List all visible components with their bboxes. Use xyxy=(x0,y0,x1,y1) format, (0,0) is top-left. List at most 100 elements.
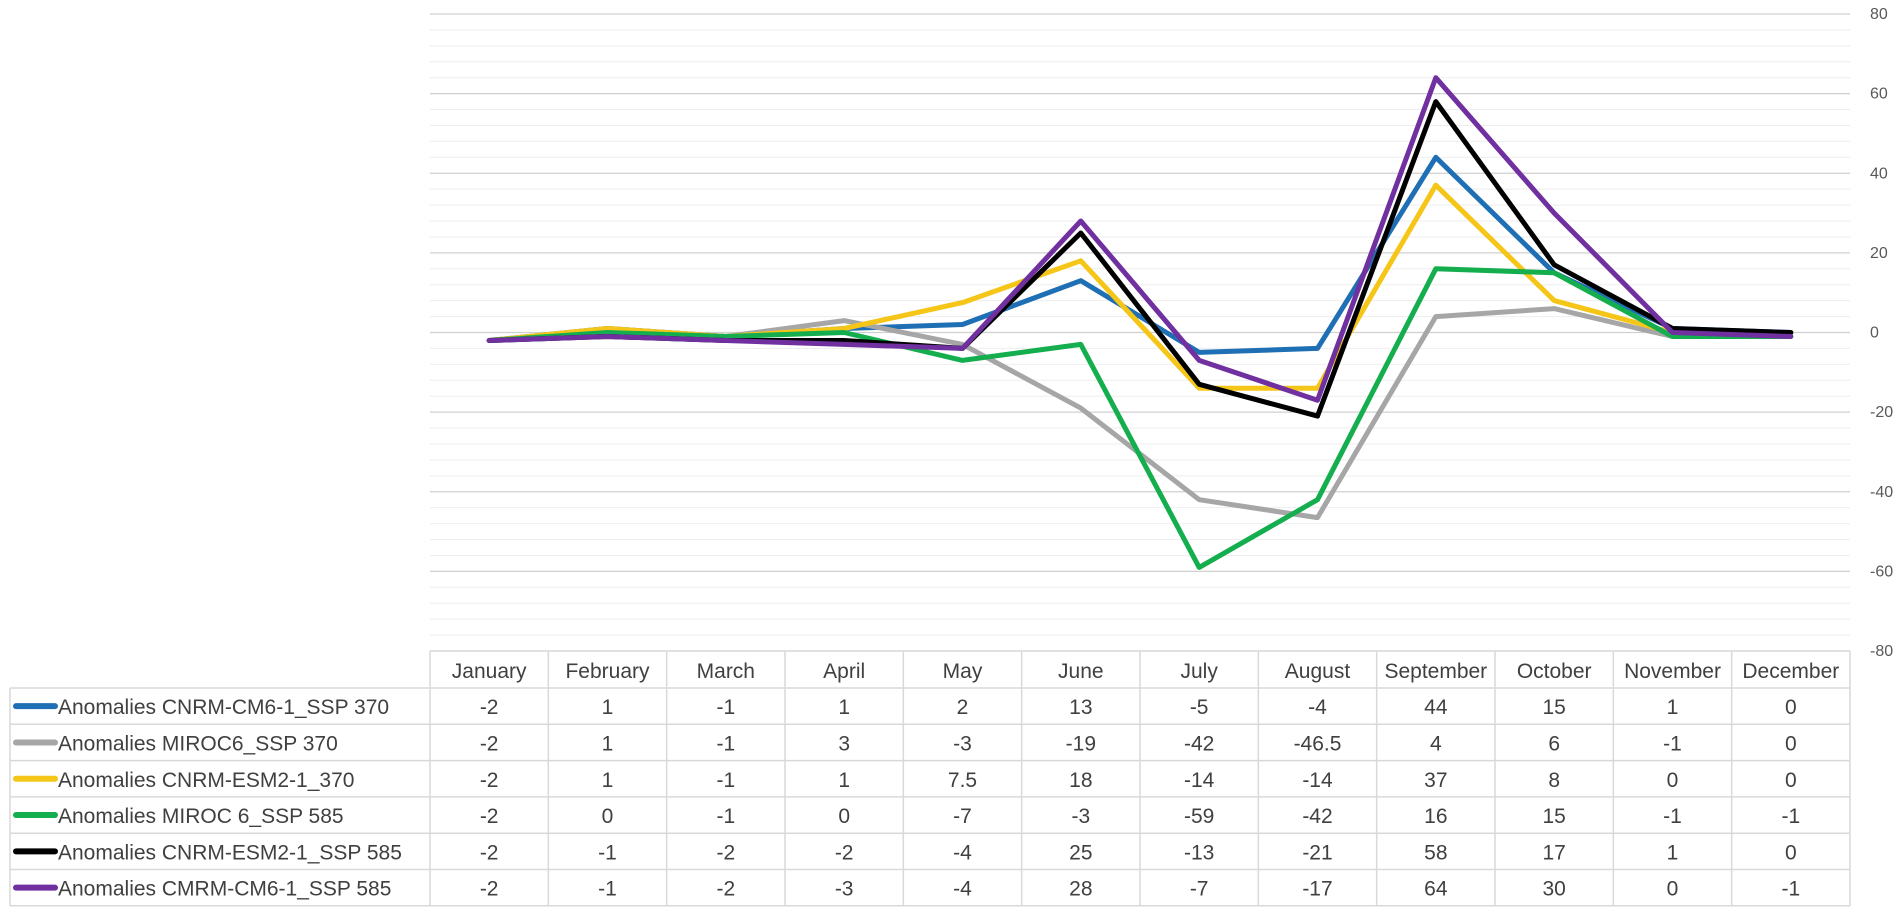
table-cell-value: -4 xyxy=(953,841,972,864)
table-cell-value: -1 xyxy=(598,841,617,864)
category-label: February xyxy=(565,660,650,683)
table-cell-value: 28 xyxy=(1069,878,1092,901)
table-cell-value: -1 xyxy=(716,805,735,828)
table-cell-value: -21 xyxy=(1302,841,1332,864)
series-line-4 xyxy=(486,266,1794,570)
category-label: March xyxy=(697,660,755,683)
y-axis-tick-labels: 80 60 40 20 0 -20 -40 -60 -80 xyxy=(1870,6,1893,660)
series-lines xyxy=(486,75,1794,570)
table-cell-value: 0 xyxy=(602,805,614,828)
table-cell-value: 0 xyxy=(1785,769,1797,792)
table-cell-value: -5 xyxy=(1190,696,1209,719)
table-cell-value: 58 xyxy=(1424,841,1447,864)
table-cell-value: 3 xyxy=(838,732,850,755)
table-cell-value: -4 xyxy=(953,878,972,901)
series-name-3: Anomalies CNRM-ESM2-1_370 xyxy=(58,769,354,792)
table-cell-value: -46.5 xyxy=(1294,732,1342,755)
table-cell-value: -7 xyxy=(953,805,972,828)
table-cell-value: -17 xyxy=(1302,878,1332,901)
table-cell-value: 1 xyxy=(1667,696,1679,719)
series-line-6 xyxy=(486,75,1794,403)
table-cell-value: -3 xyxy=(835,878,854,901)
table-cell-value: 0 xyxy=(1785,841,1797,864)
table-cell-value: -14 xyxy=(1184,769,1215,792)
table-cell-value: -3 xyxy=(1071,805,1090,828)
minor-gridlines xyxy=(430,29,1850,636)
table-cell-value: 25 xyxy=(1069,841,1092,864)
series-line-5 xyxy=(486,99,1794,419)
table-cell-value: -42 xyxy=(1184,732,1214,755)
table-cell-value: 1 xyxy=(838,769,850,792)
y-tick-label: 20 xyxy=(1870,245,1888,262)
table-cell-value: 18 xyxy=(1069,769,1092,792)
table-cell-value: 16 xyxy=(1424,805,1447,828)
table-cell-value: 8 xyxy=(1548,769,1560,792)
y-tick-label: -60 xyxy=(1870,563,1893,580)
table-cell-value: 15 xyxy=(1542,696,1565,719)
table-cell-value: 0 xyxy=(838,805,850,828)
table-cell-value: 1 xyxy=(602,732,614,755)
table-cell-value: -2 xyxy=(480,841,499,864)
table-cell-value: -1 xyxy=(1663,732,1682,755)
series-name-2: Anomalies MIROC6_SSP 370 xyxy=(58,732,338,755)
table-cell-value: -1 xyxy=(716,696,735,719)
table-cell-value: 6 xyxy=(1548,732,1560,755)
y-tick-label: 40 xyxy=(1870,165,1888,182)
series-name-4: Anomalies MIROC 6_SSP 585 xyxy=(58,805,344,828)
table-cell-value: -2 xyxy=(480,696,499,719)
table-cell-value: -42 xyxy=(1302,805,1332,828)
table-cell-value: -1 xyxy=(598,878,617,901)
table-cell-value: 1 xyxy=(1667,841,1679,864)
table-cell-value: 0 xyxy=(1667,769,1679,792)
table-cell-value: -2 xyxy=(716,841,735,864)
table-cell-value: -1 xyxy=(716,732,735,755)
table-cell-value: 15 xyxy=(1542,805,1565,828)
category-label: April xyxy=(823,660,865,683)
table-cell-value: -1 xyxy=(1781,805,1800,828)
y-tick-label: -40 xyxy=(1870,484,1893,501)
category-label: August xyxy=(1285,660,1351,683)
table-cell-value: 13 xyxy=(1069,696,1092,719)
table-cell-value: -2 xyxy=(480,878,499,901)
series-name-5: Anomalies CNRM-ESM2-1_SSP 585 xyxy=(58,841,402,864)
y-tick-label: 80 xyxy=(1870,6,1888,23)
table-cell-value: 2 xyxy=(957,696,969,719)
table-cell-value: -2 xyxy=(835,841,854,864)
table-cell-value: 37 xyxy=(1424,769,1447,792)
table-cell-value: -7 xyxy=(1190,878,1209,901)
table-cell-value: 0 xyxy=(1785,696,1797,719)
category-label: January xyxy=(452,660,527,683)
table-cell-value: 4 xyxy=(1430,732,1442,755)
table-cell-value: -2 xyxy=(480,769,499,792)
series-name-1: Anomalies CNRM-CM6-1_SSP 370 xyxy=(58,696,389,719)
table-cell-value: 0 xyxy=(1667,878,1679,901)
series-name-6: Anomalies CMRM-CM6-1_SSP 585 xyxy=(58,878,391,901)
category-label: June xyxy=(1058,660,1104,683)
y-tick-label: 0 xyxy=(1870,325,1879,342)
table-cell-value: 1 xyxy=(838,696,850,719)
table-cell-value: -4 xyxy=(1308,696,1327,719)
table-cell-value: 1 xyxy=(602,696,614,719)
data-table: January February March April May June July Augu… xyxy=(9,650,1851,907)
table-cell-value: -1 xyxy=(1781,878,1800,901)
table-cell-value: -14 xyxy=(1302,769,1333,792)
table-cell-value: -19 xyxy=(1066,732,1096,755)
table-cell-value: 44 xyxy=(1424,696,1448,719)
category-label: September xyxy=(1384,660,1487,683)
table-cell-value: -1 xyxy=(1663,805,1682,828)
table-cell-value: 17 xyxy=(1542,841,1565,864)
table-cell-value: 7.5 xyxy=(948,769,977,792)
category-label: November xyxy=(1624,660,1721,683)
category-label: July xyxy=(1180,660,1218,683)
table-cell-value: -1 xyxy=(716,769,735,792)
table-cell-value: 30 xyxy=(1542,878,1565,901)
table-cell-value: -2 xyxy=(480,805,499,828)
table-cell-value: 0 xyxy=(1785,732,1797,755)
category-label: May xyxy=(943,660,983,683)
table-cell-value: -2 xyxy=(716,878,735,901)
y-tick-label: 60 xyxy=(1870,86,1888,103)
category-label: December xyxy=(1742,660,1839,683)
table-cell-value: 1 xyxy=(602,769,614,792)
table-cell-value: -13 xyxy=(1184,841,1214,864)
